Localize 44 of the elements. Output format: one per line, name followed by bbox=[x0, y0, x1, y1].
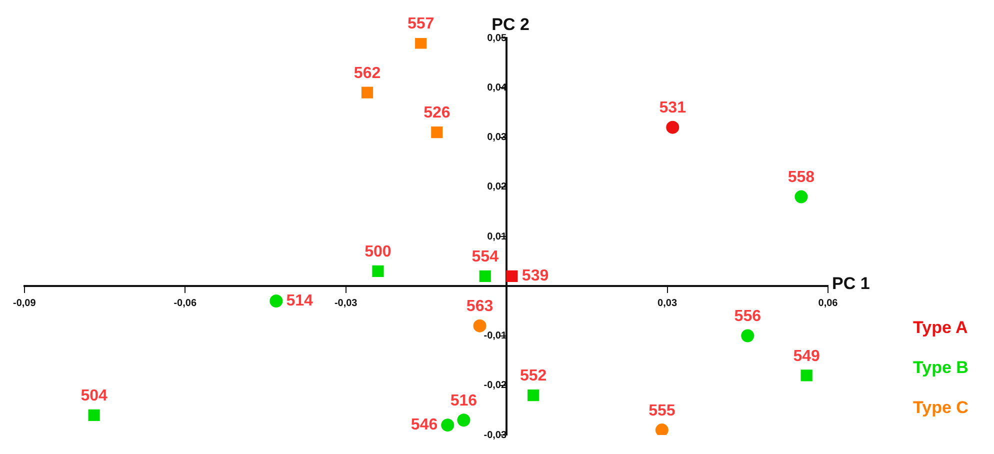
annotation: 555 bbox=[648, 402, 676, 420]
point bbox=[666, 120, 680, 134]
text: Type C bbox=[913, 397, 968, 419]
annotation: 531 bbox=[659, 100, 686, 117]
point bbox=[415, 38, 427, 49]
point bbox=[361, 86, 374, 98]
point bbox=[88, 409, 100, 421]
point bbox=[431, 126, 443, 138]
x-tick-label: -0,09 bbox=[13, 298, 36, 309]
annotation: 563 bbox=[466, 298, 494, 316]
annotation: 516 bbox=[450, 392, 478, 410]
point bbox=[372, 265, 384, 278]
point bbox=[479, 270, 491, 282]
annotation: 526 bbox=[424, 104, 450, 122]
point bbox=[528, 389, 540, 402]
x-tick-label: 0,06 bbox=[818, 298, 838, 309]
point bbox=[506, 270, 518, 282]
text: Type B bbox=[913, 357, 968, 379]
x-tick-label: 0,03 bbox=[658, 298, 678, 309]
point bbox=[457, 414, 470, 427]
text: Type A bbox=[913, 317, 968, 339]
annotation: 557 bbox=[407, 15, 434, 32]
annotation: 504 bbox=[80, 388, 108, 405]
point bbox=[655, 424, 668, 435]
point bbox=[800, 370, 812, 382]
annotation: 539 bbox=[522, 268, 549, 285]
annotation: 549 bbox=[793, 348, 820, 365]
x-axis-title: PC 1 bbox=[832, 274, 870, 293]
x-tick-label: -0,03 bbox=[334, 298, 358, 309]
annotation: 554 bbox=[472, 248, 499, 266]
point bbox=[794, 190, 808, 204]
y-axis-title: PC 2 bbox=[492, 15, 530, 34]
annotation: 552 bbox=[520, 368, 547, 385]
point bbox=[741, 329, 754, 342]
annotation: 556 bbox=[734, 308, 762, 326]
point bbox=[270, 294, 283, 308]
annotation: 514 bbox=[286, 292, 313, 310]
annotation: 500 bbox=[364, 244, 392, 261]
annotation: 546 bbox=[410, 416, 438, 434]
annotation: 562 bbox=[354, 64, 381, 82]
x-tick-label: -0,06 bbox=[174, 298, 197, 309]
point bbox=[441, 418, 454, 432]
point bbox=[473, 319, 486, 332]
annotation: 558 bbox=[788, 169, 815, 186]
